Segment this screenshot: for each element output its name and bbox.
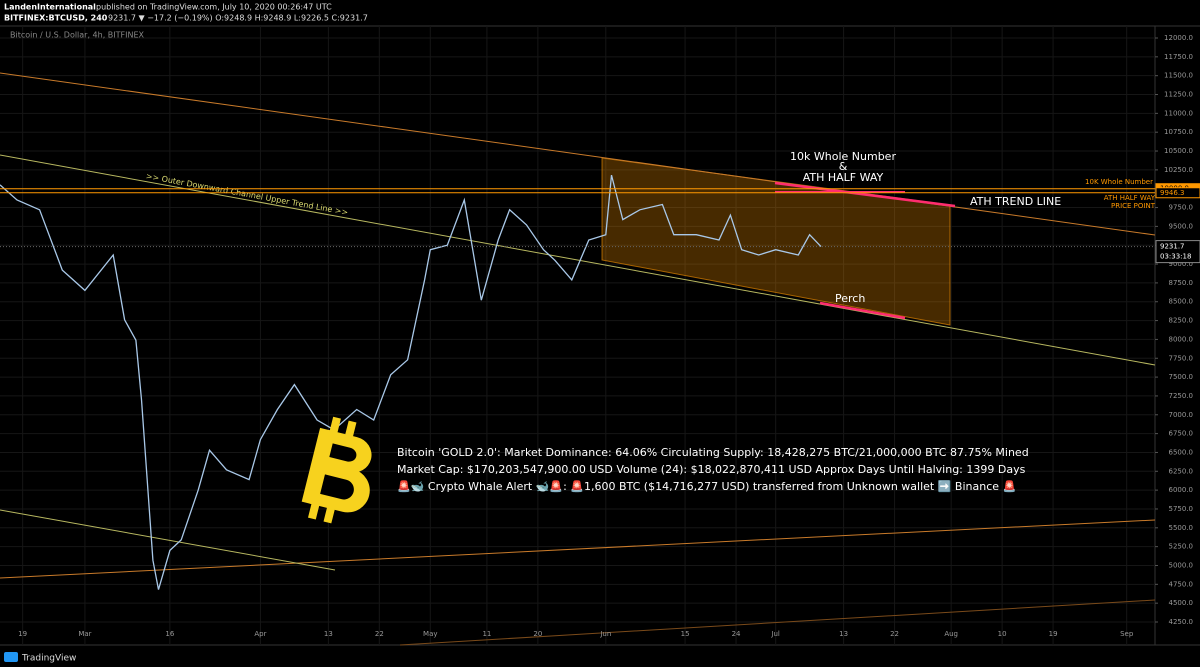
y-tick-label: 5500.0 [1169, 524, 1194, 532]
price-box-label: 9946.3 [1160, 189, 1185, 197]
series [0, 174, 822, 590]
x-tick-label: 13 [324, 630, 333, 638]
logo-part [320, 443, 357, 500]
x-tick-label: Mar [78, 630, 91, 638]
y-tick-label: 7500.0 [1169, 373, 1194, 381]
logo-part [329, 416, 341, 435]
x-tick-label: 10 [998, 630, 1007, 638]
y-tick-label: 10250.0 [1164, 166, 1193, 174]
pink-line [774, 181, 956, 208]
bitcoin-logo [301, 416, 372, 524]
y-tick-label: 6750.0 [1169, 430, 1194, 438]
y-tick-label: 9000.0 [1169, 260, 1194, 268]
y-tick-label: 5750.0 [1169, 505, 1194, 513]
x-tick-label: 15 [681, 630, 690, 638]
annotation: & [839, 160, 848, 173]
y-tick-label: 12000.0 [1164, 34, 1193, 42]
x-tick-label: 24 [732, 630, 741, 638]
annotation: ATH HALF WAY [803, 171, 884, 184]
price-line [0, 174, 822, 590]
y-tick-label: 7000.0 [1169, 411, 1194, 419]
x-tick-label: 19 [18, 630, 27, 638]
annotation: Perch [835, 292, 865, 305]
annotation: ATH TREND LINE [970, 195, 1061, 208]
y-tick-label: 10750.0 [1164, 128, 1193, 136]
trend-line [0, 154, 1156, 366]
x-tick-label: 22 [890, 630, 899, 638]
symbol: BITFINEX:BTCUSD, 240 [4, 14, 108, 23]
y-tick-label: 9500.0 [1169, 222, 1194, 230]
logo-part [323, 505, 336, 524]
y-tick-label: 8000.0 [1169, 335, 1194, 343]
annotation: 10K Whole Number [1085, 178, 1153, 186]
x-tick-label: 16 [165, 630, 174, 638]
x-tick-label: 19 [1049, 630, 1058, 638]
x-tick-label: 20 [533, 630, 542, 638]
price-box [1155, 187, 1200, 199]
info-line: Bitcoin 'GOLD 2.0': Market Dominance: 64… [397, 446, 1029, 459]
y-tick-label: 11000.0 [1164, 109, 1193, 117]
y-tick-label: 6500.0 [1169, 448, 1194, 456]
countdown: 03:33:18 [1160, 253, 1191, 261]
x-tick-label: Jun [599, 630, 611, 638]
x-tick-label: Sep [1120, 630, 1134, 638]
info-line: Market Cap: $170,203,547,900.00 USD Volu… [397, 463, 1026, 476]
author: LandenInternational [4, 3, 96, 12]
trend-line [0, 72, 1156, 236]
x-tick-label: Aug [944, 630, 958, 638]
y-tick-label: 6250.0 [1169, 467, 1194, 475]
y-tick-label: 8250.0 [1169, 317, 1194, 325]
grid [0, 26, 1155, 645]
published: published on TradingView.com, July 10, 2… [96, 3, 332, 12]
x-tick-label: Apr [254, 630, 266, 638]
annotation: 10k Whole Number [790, 150, 896, 163]
x-tick-label: 11 [482, 630, 491, 638]
y-tick-label: 4750.0 [1169, 580, 1194, 588]
trend-line [399, 599, 1156, 646]
x-tick-label: Jul [770, 630, 780, 638]
y-tick-label: 11250.0 [1164, 91, 1193, 99]
last-price-box [1155, 240, 1200, 264]
annotation: PRICE POINT [1111, 202, 1156, 210]
y-tick-label: 8500.0 [1169, 298, 1194, 306]
chart-title: Bitcoin / U.S. Dollar, 4h, BITFINEX [10, 31, 145, 40]
pink-line [819, 301, 906, 320]
y-tick-label: 5250.0 [1169, 543, 1194, 551]
footer: TradingView [21, 654, 76, 664]
y-tick-label: 7750.0 [1169, 354, 1194, 362]
tv-logo [4, 652, 18, 662]
quote: 9231.7 ▼ −17.2 (−0.19%) O:9248.9 H:9248.… [108, 14, 368, 23]
logo-part [308, 502, 320, 520]
trend-line [0, 509, 336, 571]
y-tick-label: 10500.0 [1164, 147, 1193, 155]
x-tick-label: 13 [839, 630, 848, 638]
y-tick-label: 7250.0 [1169, 392, 1194, 400]
last-price-label: 9231.7 [1160, 243, 1185, 251]
x-tick-label: 22 [375, 630, 384, 638]
x-tick-label: May [423, 630, 437, 638]
y-tick-label: 11750.0 [1164, 53, 1193, 61]
y-tick-label: 4250.0 [1169, 618, 1194, 626]
y-tick-label: 9750.0 [1169, 204, 1194, 212]
y-tick-label: 11500.0 [1164, 72, 1193, 80]
y-tick-label: 4500.0 [1169, 599, 1194, 607]
y-tick-label: 6000.0 [1169, 486, 1194, 494]
trend-line [0, 519, 1156, 579]
logo-part [344, 420, 357, 439]
y-tick-label: 8750.0 [1169, 279, 1194, 287]
annotation: ATH HALF WAY [1104, 194, 1156, 202]
y-tick-label: 5000.0 [1169, 561, 1194, 569]
info-line: 🚨🐋 Crypto Whale Alert 🐋🚨: 🚨1,600 BTC ($1… [397, 480, 1016, 493]
